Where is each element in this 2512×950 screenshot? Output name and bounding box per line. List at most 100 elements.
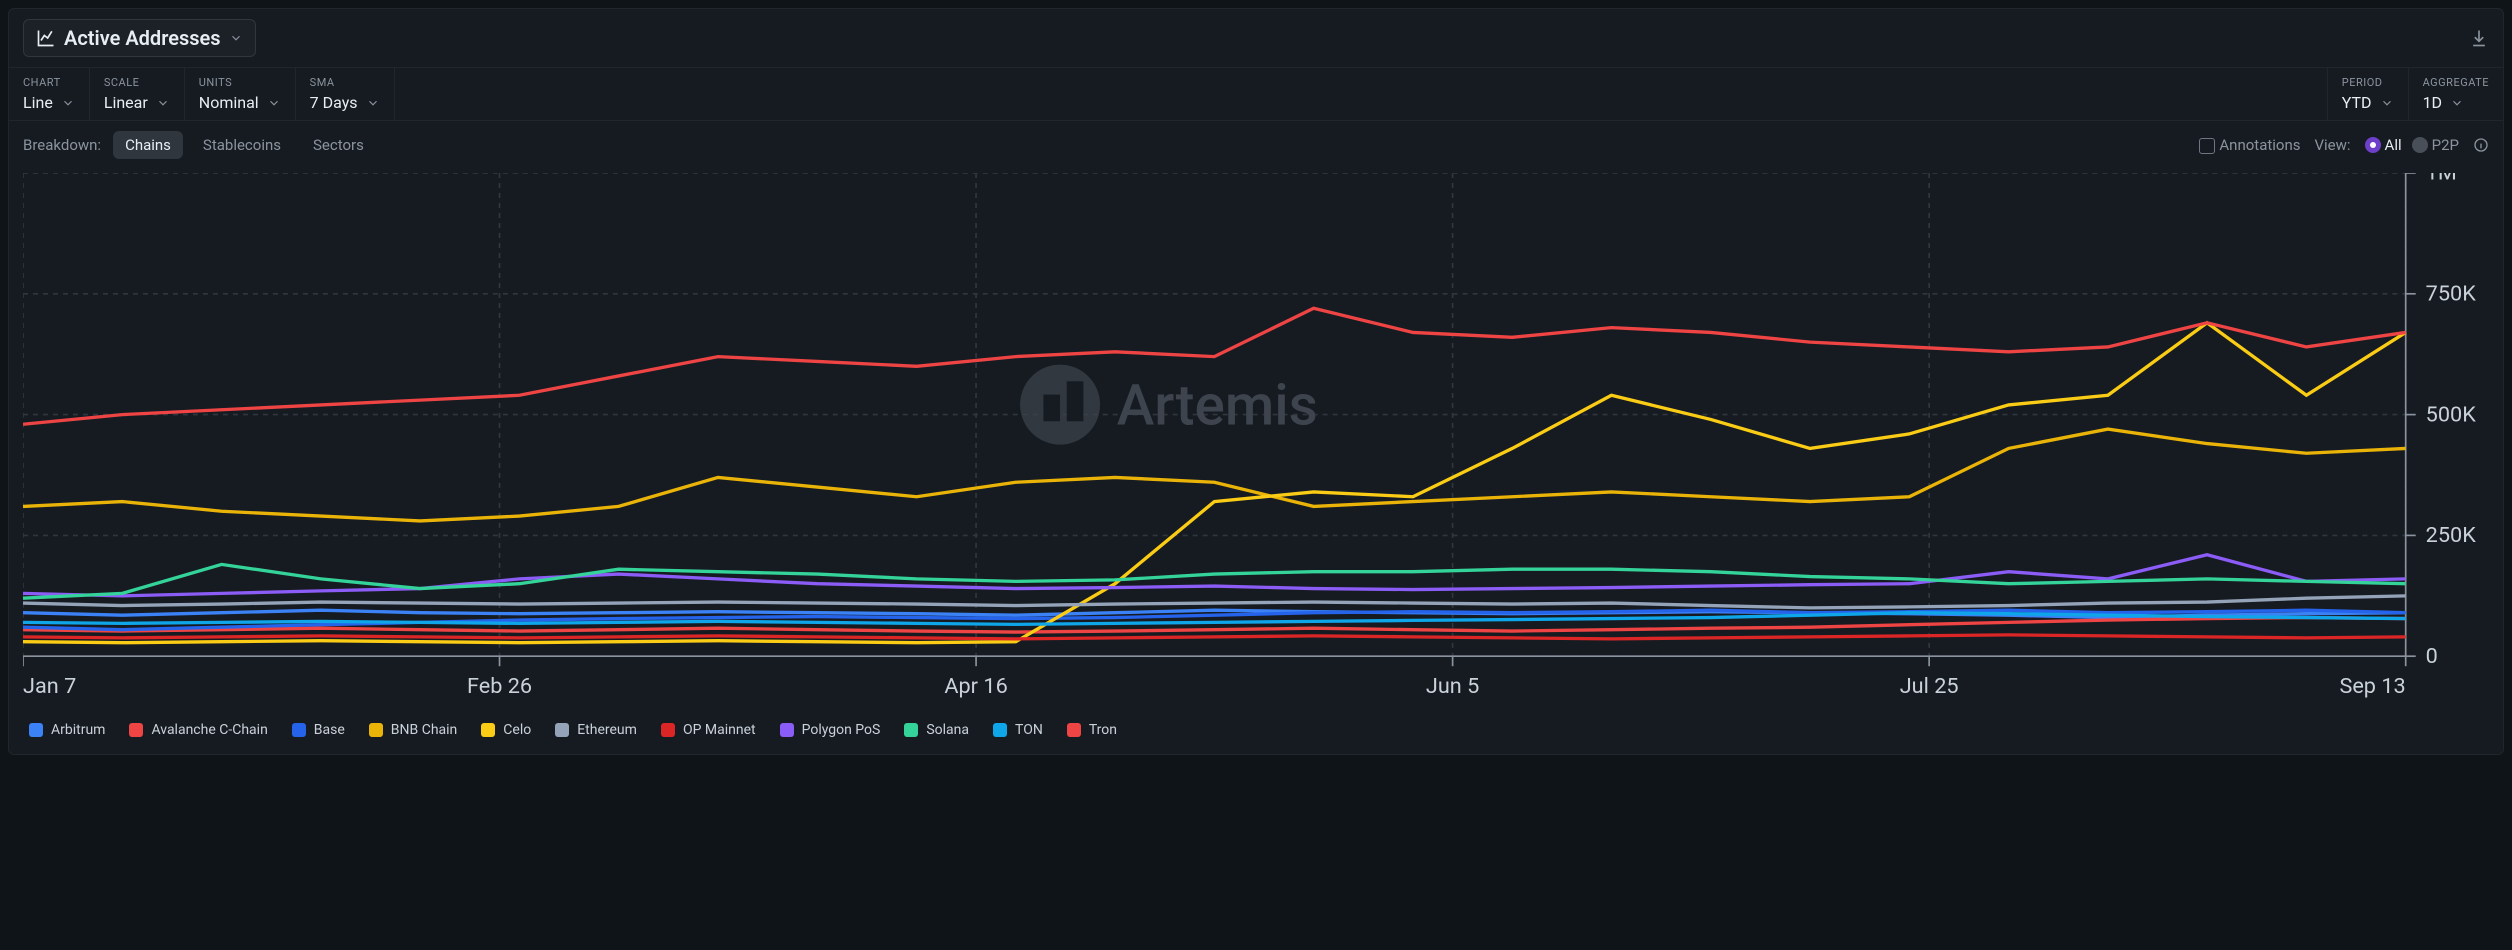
legend-item[interactable]: Polygon PoS <box>780 722 881 738</box>
annotations-label: Annotations <box>2219 136 2300 154</box>
legend-swatch <box>481 723 495 737</box>
watermark-icon <box>1067 381 1084 421</box>
title-row: Active Addresses <box>9 9 2503 67</box>
view-radio-label: P2P <box>2432 136 2459 154</box>
series-line[interactable] <box>23 564 2406 598</box>
aggregate-select[interactable]: AGGREGATE 1D <box>2408 68 2503 120</box>
chevron-down-icon <box>366 96 380 110</box>
legend-label: Tron <box>1089 722 1117 738</box>
legend-swatch <box>904 723 918 737</box>
breakdown-right: Annotations View: All P2P <box>2199 136 2489 154</box>
breakdown-label: Breakdown: <box>23 136 101 154</box>
view-radio[interactable]: P2P <box>2412 136 2459 154</box>
y-tick-label: 750K <box>2426 281 2477 306</box>
legend-item[interactable]: Ethereum <box>555 722 637 738</box>
download-icon[interactable] <box>2469 28 2489 48</box>
watermark-text: Artemis <box>1117 372 1318 439</box>
ctrl-value: YTD <box>2342 93 2372 112</box>
chart-type-select[interactable]: CHART Line <box>9 68 90 120</box>
chevron-down-icon <box>156 96 170 110</box>
line-chart-icon <box>36 28 56 48</box>
series-line[interactable] <box>23 429 2406 521</box>
view-radios: All P2P <box>2365 136 2459 154</box>
view-radio-label: All <box>2385 136 2402 154</box>
legend-swatch <box>780 723 794 737</box>
chevron-down-icon <box>2450 96 2464 110</box>
spacer <box>395 68 2327 120</box>
ctrl-label: UNITS <box>199 76 281 89</box>
legend-label: Arbitrum <box>51 722 105 738</box>
ctrl-value: Line <box>23 93 53 112</box>
legend-item[interactable]: OP Mainnet <box>661 722 756 738</box>
x-tick-label: Jun 5 <box>1426 674 1479 699</box>
legend-item[interactable]: Solana <box>904 722 969 738</box>
ctrl-value: 1D <box>2423 93 2443 112</box>
legend-label: TON <box>1015 722 1043 738</box>
chevron-down-icon <box>229 31 243 45</box>
legend-item[interactable]: Tron <box>1067 722 1117 738</box>
legend-label: Avalanche C-Chain <box>151 722 267 738</box>
ctrl-label: PERIOD <box>2342 76 2394 89</box>
ctrl-value: Nominal <box>199 93 259 112</box>
legend-swatch <box>993 723 1007 737</box>
x-tick-label: Apr 16 <box>944 674 1007 699</box>
sma-select[interactable]: SMA 7 Days <box>296 68 395 120</box>
legend-label: OP Mainnet <box>683 722 756 738</box>
chart-panel: Active Addresses CHART Line SCALE Linear… <box>8 8 2504 755</box>
legend-item[interactable]: Avalanche C-Chain <box>129 722 267 738</box>
series-line[interactable] <box>23 635 2406 639</box>
legend: Arbitrum Avalanche C-Chain Base BNB Chain Ce… <box>9 712 2503 754</box>
legend-swatch <box>661 723 675 737</box>
legend-label: Ethereum <box>577 722 637 738</box>
controls-row: CHART Line SCALE Linear UNITS Nominal SM… <box>9 67 2503 121</box>
legend-item[interactable]: Celo <box>481 722 531 738</box>
ctrl-value: 7 Days <box>310 93 358 112</box>
y-tick-label: 0 <box>2426 644 2438 669</box>
y-tick-label: 250K <box>2426 523 2477 548</box>
radio-icon <box>2365 137 2381 153</box>
ctrl-value: Linear <box>104 93 148 112</box>
view-radio[interactable]: All <box>2365 136 2402 154</box>
legend-label: Base <box>314 722 345 738</box>
chart-wrap: 0250K500K750K1MJan 7Feb 26Apr 16Jun 5Jul… <box>9 169 2503 712</box>
metric-title: Active Addresses <box>64 26 221 50</box>
legend-swatch <box>555 723 569 737</box>
breakdown-tab[interactable]: Sectors <box>301 131 376 159</box>
legend-item[interactable]: Base <box>292 722 345 738</box>
chevron-down-icon <box>267 96 281 110</box>
ctrl-label: SCALE <box>104 76 170 89</box>
legend-swatch <box>1067 723 1081 737</box>
watermark-icon <box>1043 395 1060 422</box>
ctrl-label: AGGREGATE <box>2423 76 2489 89</box>
legend-item[interactable]: TON <box>993 722 1043 738</box>
x-tick-label: Jan 7 <box>23 674 76 699</box>
chevron-down-icon <box>61 96 75 110</box>
ctrl-label: SMA <box>310 76 380 89</box>
x-tick-label: Sep 13 <box>2339 674 2405 699</box>
legend-label: Solana <box>926 722 969 738</box>
series-line[interactable] <box>23 596 2406 608</box>
units-select[interactable]: UNITS Nominal <box>185 68 296 120</box>
chart-canvas[interactable]: 0250K500K750K1MJan 7Feb 26Apr 16Jun 5Jul… <box>23 173 2489 706</box>
y-tick-label: 500K <box>2426 402 2477 427</box>
annotations-toggle[interactable]: Annotations <box>2199 136 2300 154</box>
period-select[interactable]: PERIOD YTD <box>2327 68 2408 120</box>
legend-label: Polygon PoS <box>802 722 881 738</box>
legend-swatch <box>292 723 306 737</box>
legend-swatch <box>29 723 43 737</box>
info-icon[interactable] <box>2473 137 2489 153</box>
breakdown-tab[interactable]: Chains <box>113 131 183 159</box>
checkbox-icon <box>2199 138 2215 154</box>
x-tick-label: Feb 26 <box>467 674 532 699</box>
view-label: View: <box>2314 136 2350 154</box>
legend-swatch <box>129 723 143 737</box>
metric-selector[interactable]: Active Addresses <box>23 19 256 57</box>
scale-select[interactable]: SCALE Linear <box>90 68 185 120</box>
chevron-down-icon <box>2380 96 2394 110</box>
legend-label: Celo <box>503 722 531 738</box>
breakdown-tab[interactable]: Stablecoins <box>191 131 293 159</box>
breakdown-left: Breakdown: Chains Stablecoins Sectors <box>23 131 376 159</box>
watermark-icon <box>1020 365 1100 445</box>
legend-item[interactable]: BNB Chain <box>369 722 457 738</box>
legend-item[interactable]: Arbitrum <box>29 722 105 738</box>
